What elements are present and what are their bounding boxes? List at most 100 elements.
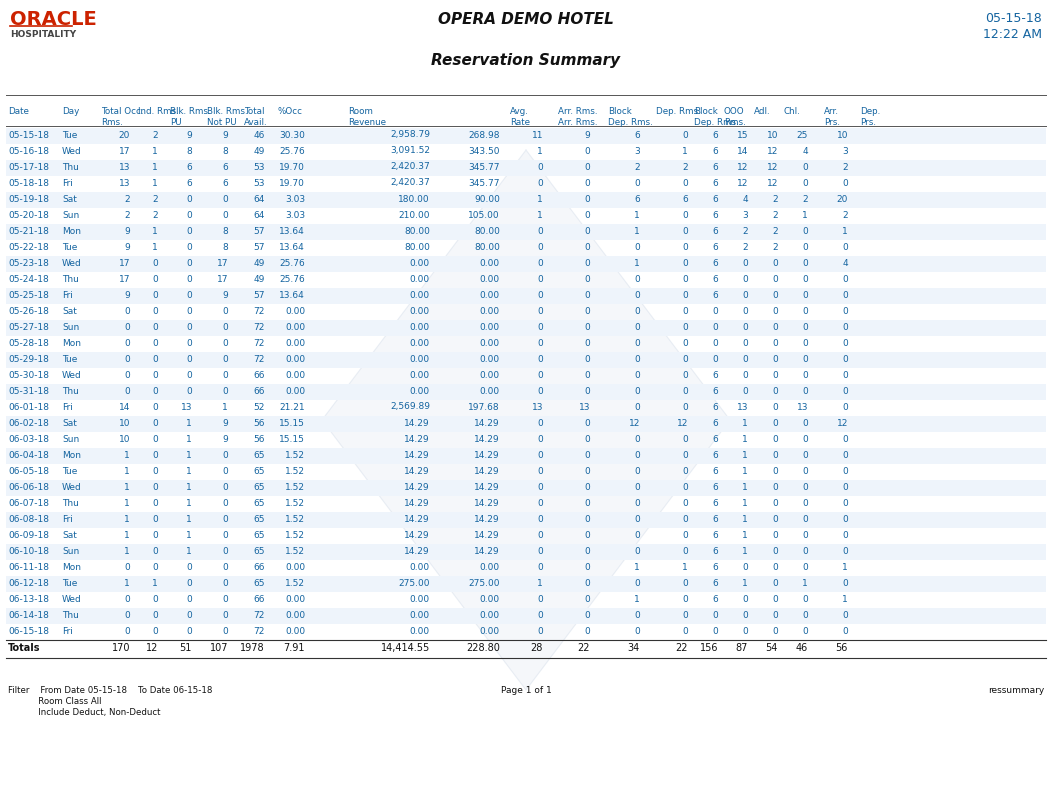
Text: 275.00: 275.00 [468,578,500,588]
Text: 0: 0 [538,515,543,523]
Text: OPERA DEMO HOTEL: OPERA DEMO HOTEL [438,12,614,27]
Text: 14.29: 14.29 [474,515,500,523]
Text: 10: 10 [119,419,130,427]
Bar [6,416,1046,432]
Text: 0: 0 [186,338,193,348]
Text: 12: 12 [629,419,640,427]
Text: 0: 0 [222,563,228,571]
Text: 72: 72 [254,354,265,364]
Text: 0.00: 0.00 [285,323,305,331]
Text: 0: 0 [634,546,640,556]
Text: 0: 0 [712,626,719,635]
Bar [6,352,1046,368]
Text: 3.03: 3.03 [285,194,305,204]
Text: 0: 0 [772,578,778,588]
Text: 0: 0 [584,386,590,396]
Text: 66: 66 [254,371,265,379]
Text: 05-16-18: 05-16-18 [8,146,49,156]
Bar [6,576,1046,592]
Text: 13.64: 13.64 [279,290,305,300]
Text: 1: 1 [634,594,640,604]
Text: Sat: Sat [62,306,77,316]
Text: 05-19-18: 05-19-18 [8,194,49,204]
Text: 0: 0 [803,323,808,331]
Text: 30.30: 30.30 [279,131,305,139]
Text: 0: 0 [843,338,848,348]
Text: 14.29: 14.29 [404,434,430,444]
Text: 65: 65 [254,515,265,523]
Text: 72: 72 [254,323,265,331]
Text: 0.00: 0.00 [410,258,430,268]
Text: 1: 1 [743,498,748,508]
Text: 25: 25 [796,131,808,139]
Text: 0: 0 [186,594,193,604]
Text: 1: 1 [743,515,748,523]
Text: 1: 1 [186,546,193,556]
Text: 0: 0 [843,275,848,283]
Text: 80.00: 80.00 [404,242,430,252]
Text: 0.00: 0.00 [480,371,500,379]
Text: 0.00: 0.00 [410,611,430,619]
Text: 2: 2 [153,194,158,204]
Text: 4: 4 [803,146,808,156]
Text: 1.52: 1.52 [285,482,305,492]
Text: 0: 0 [772,354,778,364]
Text: 0: 0 [538,338,543,348]
Text: 14: 14 [119,402,130,412]
Text: 0: 0 [803,434,808,444]
Text: 0: 0 [538,530,543,540]
Text: 1: 1 [124,482,130,492]
Text: 0: 0 [634,482,640,492]
Text: 14.29: 14.29 [474,419,500,427]
Text: 2,958.79: 2,958.79 [390,131,430,139]
Text: 57: 57 [254,227,265,235]
Text: 0: 0 [712,611,719,619]
Text: 0: 0 [634,611,640,619]
Text: 0: 0 [222,194,228,204]
Text: 4: 4 [843,258,848,268]
Text: Wed: Wed [62,146,82,156]
Text: 0: 0 [843,386,848,396]
Text: 0: 0 [683,371,688,379]
Text: 0: 0 [772,371,778,379]
Text: 0: 0 [803,450,808,460]
Text: 0.00: 0.00 [480,611,500,619]
Text: 0: 0 [683,306,688,316]
Text: 0: 0 [153,482,158,492]
Text: 0: 0 [683,402,688,412]
Text: 0: 0 [222,210,228,220]
Text: 0: 0 [683,434,688,444]
Text: Block: Block [608,107,632,116]
Text: 49: 49 [254,146,265,156]
Text: 0: 0 [124,306,130,316]
Text: Thu: Thu [62,162,79,172]
Text: 275.00: 275.00 [399,578,430,588]
Text: 9: 9 [222,290,228,300]
Text: Room Class All: Room Class All [8,697,101,706]
Text: 25.76: 25.76 [279,258,305,268]
Text: 14.29: 14.29 [474,450,500,460]
Text: 0: 0 [803,482,808,492]
Text: Arr. Rms.: Arr. Rms. [558,107,598,116]
Text: %Occ: %Occ [278,107,303,116]
Text: 0: 0 [803,530,808,540]
Text: 0: 0 [843,402,848,412]
Text: Totals: Totals [8,643,40,653]
Bar [6,544,1046,560]
Text: 0: 0 [584,594,590,604]
Text: 9: 9 [222,131,228,139]
Text: 0: 0 [584,450,590,460]
Text: 0: 0 [186,227,193,235]
Text: 0.00: 0.00 [285,594,305,604]
Text: 13: 13 [579,402,590,412]
Text: 2: 2 [743,227,748,235]
Text: 66: 66 [254,563,265,571]
Text: 14.29: 14.29 [404,498,430,508]
Text: 180.00: 180.00 [399,194,430,204]
Text: 2: 2 [772,242,778,252]
Text: 0: 0 [683,179,688,187]
Text: 20: 20 [836,194,848,204]
Text: 05-20-18: 05-20-18 [8,210,48,220]
Text: 0: 0 [683,611,688,619]
Text: 0: 0 [772,258,778,268]
